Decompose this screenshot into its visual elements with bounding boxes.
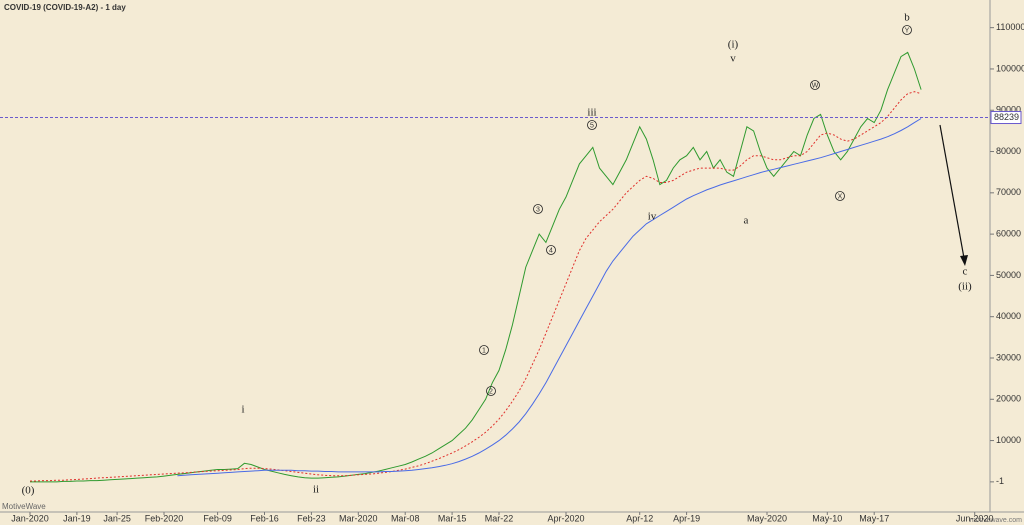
y-tick-label: 10000: [996, 435, 1021, 445]
chart-title: COVID-19 (COVID-19-A2) - 1 day: [4, 3, 126, 12]
watermark: MotiveWave: [2, 502, 46, 511]
x-tick-label: Mar-15: [438, 513, 467, 523]
circled-label: 1: [482, 347, 486, 354]
y-tick-label: 80000: [996, 146, 1021, 156]
y-tick-label: 30000: [996, 352, 1021, 362]
circled-label: Y: [905, 27, 910, 34]
circled-label: X: [838, 193, 843, 200]
wave-label: iii: [587, 107, 596, 119]
wave-circle: [533, 204, 543, 214]
x-tick-label: Mar-22: [485, 513, 514, 523]
wave-label: v: [730, 53, 736, 65]
x-tick-label: Apr-19: [673, 513, 700, 523]
x-tick-label: Feb-09: [203, 513, 232, 523]
y-tick-label: 60000: [996, 228, 1021, 238]
x-tick-label: May-2020: [747, 513, 787, 523]
y-tick-label: 100000: [996, 63, 1024, 73]
y-tick-label: 50000: [996, 270, 1021, 280]
x-tick-label: Apr-2020: [547, 513, 584, 523]
wave-label: (0): [22, 485, 35, 497]
footer: motivewave.com: [970, 517, 1022, 524]
arrow-head: [960, 255, 968, 266]
y-tick-label: 40000: [996, 311, 1021, 321]
y-tick-label: -1: [996, 476, 1004, 486]
x-tick-label: Mar-08: [391, 513, 420, 523]
wave-circle: [810, 80, 820, 90]
wave-label: i: [241, 404, 244, 416]
y-tick-label: 90000: [996, 105, 1021, 115]
x-tick-label: Apr-12: [626, 513, 653, 523]
wave-circle: [546, 245, 556, 255]
x-tick-label: Feb-16: [250, 513, 279, 523]
series-line: [30, 91, 922, 482]
wave-label: (ii): [958, 281, 972, 293]
wave-circle: [486, 386, 496, 396]
x-tick-label: May-17: [859, 513, 889, 523]
wave-label: ii: [313, 484, 319, 496]
y-tick-label: 110000: [996, 22, 1024, 32]
circled-label: 2: [489, 388, 493, 395]
wave-circle: [835, 191, 845, 201]
last-value-box: [990, 111, 1022, 125]
wave-circle: [479, 345, 489, 355]
circled-label: 5: [590, 122, 594, 129]
wave-label: b: [904, 12, 910, 24]
circled-label: W: [812, 82, 819, 89]
x-tick-label: Mar-2020: [339, 513, 378, 523]
circled-label: 3: [536, 206, 540, 213]
projection-arrow: [939, 124, 965, 259]
wave-circle: [587, 120, 597, 130]
x-tick-label: Feb-23: [297, 513, 326, 523]
series-line: [30, 51, 922, 483]
x-tick-label: Jan-25: [103, 513, 131, 523]
last-value-label: 88239: [994, 112, 1019, 122]
x-tick-label: Jan-19: [63, 513, 91, 523]
x-tick-label: Jan-2020: [11, 513, 49, 523]
wave-label: iv: [648, 211, 657, 223]
x-tick-label: May-10: [812, 513, 842, 523]
y-tick-label: 20000: [996, 394, 1021, 404]
x-tick-label: Jun-2020: [956, 513, 994, 523]
wave-label: c: [963, 266, 968, 278]
wave-label: (i): [728, 39, 739, 51]
circled-label: 4: [549, 247, 553, 254]
x-tick-label: Feb-2020: [145, 513, 184, 523]
y-tick-label: 70000: [996, 187, 1021, 197]
wave-label: a: [744, 215, 749, 227]
wave-circle: [902, 25, 912, 35]
series-line: [177, 118, 922, 477]
